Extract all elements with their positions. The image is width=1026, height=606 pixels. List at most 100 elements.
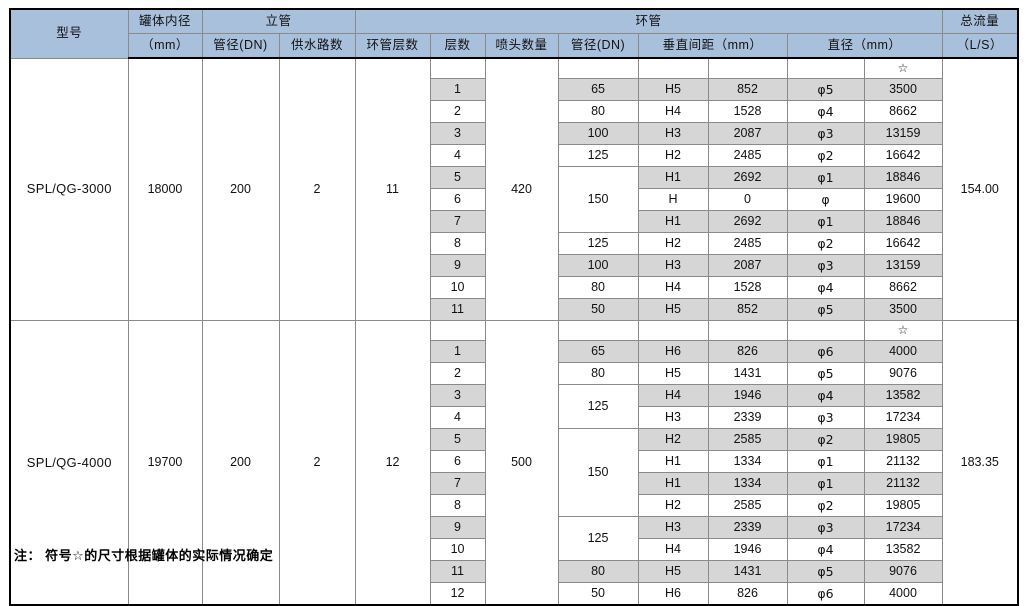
cell-star-marker: ☆ [863,57,943,79]
table-header: 型号 罐体内径 立管 环管 总流量 （mm） 管径(DN) 供水路数 环管层数 … [9,8,1019,59]
header-layer-no: 层数 [429,33,486,59]
cell-ring-dn: 50 [557,582,639,606]
cell-layer-no: 5 [429,166,486,189]
cell-phi: φ3 [786,254,865,277]
cell-total-flow: 154.00 [941,57,1019,321]
header-total-flow: 总流量 [941,8,1019,34]
table-row: 4 H3 2339 φ3 17234 [10,406,1018,429]
table-row: 9 100 H3 2087 φ3 13159 [10,254,1018,277]
table-row: SPL/QG-4000 19700 200 2 12 500 ☆ 183.35 [9,320,1019,606]
table-row: 11 50 H5 852 φ5 3500 [10,298,1018,321]
cell-phi: φ6 [786,340,865,363]
cell-layer-no-blank [429,320,486,341]
cell-phi: φ [786,188,865,211]
cell-vertical-spacing: 2485 [707,232,788,255]
cell-water-routes: 2 [278,57,356,321]
cell-vertical-spacing: 2585 [707,428,788,451]
cell-phi: φ2 [786,494,865,517]
cell-vertical-spacing: 1431 [707,560,788,583]
cell-diameter: 13159 [863,122,943,145]
table-row: 8 H2 2585 φ2 19805 [10,494,1018,517]
cell-diameter: 16642 [863,232,943,255]
cell-layer-no: 8 [429,232,486,255]
cell-ring-dn-blank [557,320,639,341]
cell-phi-blank [786,57,865,79]
cell-ring-dn: 150 [557,166,639,233]
cell-ring-dn: 80 [557,560,639,583]
spec-sheet: 型号 罐体内径 立管 环管 总流量 （mm） 管径(DN) 供水路数 环管层数 … [9,8,1020,606]
cell-ring-dn: 100 [557,254,639,277]
cell-vertical-spacing: 1528 [707,100,788,123]
header-vertical-spacing: 垂直间距（mm） [637,33,788,59]
cell-h-label: H2 [637,428,709,451]
cell-layer-no: 9 [429,516,486,539]
cell-h-label: H1 [637,472,709,495]
cell-ring-dn-blank [557,57,639,79]
cell-phi-blank [786,320,865,341]
cell-layer-no: 3 [429,384,486,407]
cell-ring-dn: 80 [557,362,639,385]
cell-water-routes: 2 [278,320,356,606]
cell-layer-no: 4 [429,406,486,429]
cell-model: SPL/QG-3000 [9,57,129,321]
cell-vertical-spacing: 1334 [707,450,788,473]
cell-diameter: 9076 [863,560,943,583]
cell-ring-dn: 65 [557,78,639,101]
cell-vertical-spacing-blank [707,320,788,341]
table-row: 5 150 H1 2692 φ1 18846 [10,166,1018,233]
cell-ring-dn: 125 [557,232,639,255]
table-row: 7 H1 2692 φ1 18846 [10,210,1018,233]
cell-diameter: 21132 [863,472,943,495]
cell-diameter: 8662 [863,100,943,123]
header-model: 型号 [9,8,129,59]
cell-h-label-blank [637,57,709,79]
cell-phi: φ5 [786,560,865,583]
cell-nozzle-count: 420 [484,57,559,321]
cell-diameter: 13582 [863,384,943,407]
cell-vertical-spacing: 2339 [707,406,788,429]
cell-vertical-spacing: 1946 [707,384,788,407]
cell-h-label: H4 [637,276,709,299]
header-group-riser: 立管 [201,8,356,34]
table-row: 1 65 H6 826 φ6 4000 [10,340,1018,363]
cell-diameter: 8662 [863,276,943,299]
cell-phi: φ3 [786,122,865,145]
cell-vertical-spacing: 2339 [707,516,788,539]
table-row: 10 H4 1946 φ4 13582 [10,538,1018,561]
cell-h-label: H2 [637,232,709,255]
cell-phi: φ5 [786,298,865,321]
header-diameter: 直径（mm） [786,33,943,59]
cell-layer-no: 11 [429,298,486,321]
cell-layer-no: 2 [429,362,486,385]
cell-layer-no: 2 [429,100,486,123]
table-row: 2 80 H4 1528 φ4 8662 [10,100,1018,123]
cell-diameter: 3500 [863,78,943,101]
cell-h-label: H2 [637,144,709,167]
cell-layer-no: 4 [429,144,486,167]
cell-vertical-spacing: 1334 [707,472,788,495]
cell-vertical-spacing: 2692 [707,210,788,233]
cell-diameter: 16642 [863,144,943,167]
table-row: 4 125 H2 2485 φ2 16642 [10,144,1018,167]
cell-layer-no: 12 [429,582,486,606]
cell-ring-layers: 12 [354,320,431,606]
table-row: 9 125 H3 2339 φ3 17234 [10,516,1018,561]
cell-vertical-spacing: 2087 [707,254,788,277]
cell-h-label: H5 [637,560,709,583]
cell-diameter: 9076 [863,362,943,385]
header-ring-layers: 环管层数 [354,33,431,59]
header-riser-dn: 管径(DN) [201,33,280,59]
cell-vertical-spacing: 852 [707,298,788,321]
cell-phi: φ6 [786,582,865,606]
cell-h-label: H4 [637,384,709,407]
table-body: SPL/QG-3000 18000 200 2 11 420 ☆ 154.00 1 65 H5 852… [9,57,1019,606]
cell-h-label: H1 [637,166,709,189]
cell-inner-diameter: 18000 [127,57,203,321]
header-group-ring: 环管 [354,8,943,34]
cell-ring-dn: 125 [557,144,639,167]
cell-h-label: H5 [637,298,709,321]
cell-vertical-spacing: 826 [707,340,788,363]
cell-h-label: H3 [637,516,709,539]
cell-riser-dn: 200 [201,320,280,606]
cell-layer-no: 3 [429,122,486,145]
